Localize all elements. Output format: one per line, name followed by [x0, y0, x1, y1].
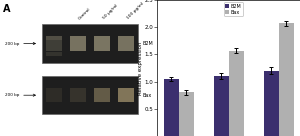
- Text: A: A: [3, 4, 10, 14]
- Bar: [214, 76, 229, 136]
- Bar: [46, 88, 62, 102]
- Legend: B2M, Bax: B2M, Bax: [224, 2, 243, 16]
- Bar: [46, 52, 62, 56]
- Text: 100 μg/ml: 100 μg/ml: [126, 2, 144, 20]
- Bar: [264, 71, 278, 136]
- Bar: [229, 51, 244, 136]
- Bar: [278, 23, 293, 136]
- Bar: [164, 79, 179, 136]
- Text: 200 bp: 200 bp: [5, 93, 20, 97]
- Bar: [46, 36, 62, 51]
- Bar: [118, 88, 134, 102]
- Bar: [70, 88, 86, 102]
- Text: B2M: B2M: [142, 41, 153, 46]
- Bar: [46, 36, 62, 40]
- Y-axis label: Relative expression: Relative expression: [138, 41, 143, 95]
- Bar: [118, 36, 134, 51]
- Bar: [42, 24, 138, 63]
- Bar: [94, 36, 110, 51]
- Bar: [70, 36, 86, 51]
- Text: Control: Control: [78, 7, 92, 20]
- Bar: [42, 76, 138, 114]
- Text: 200 bp: 200 bp: [5, 41, 20, 46]
- Bar: [179, 92, 194, 136]
- Text: 50 μg/ml: 50 μg/ml: [102, 4, 119, 20]
- Bar: [94, 88, 110, 102]
- Text: Bax: Bax: [142, 93, 152, 98]
